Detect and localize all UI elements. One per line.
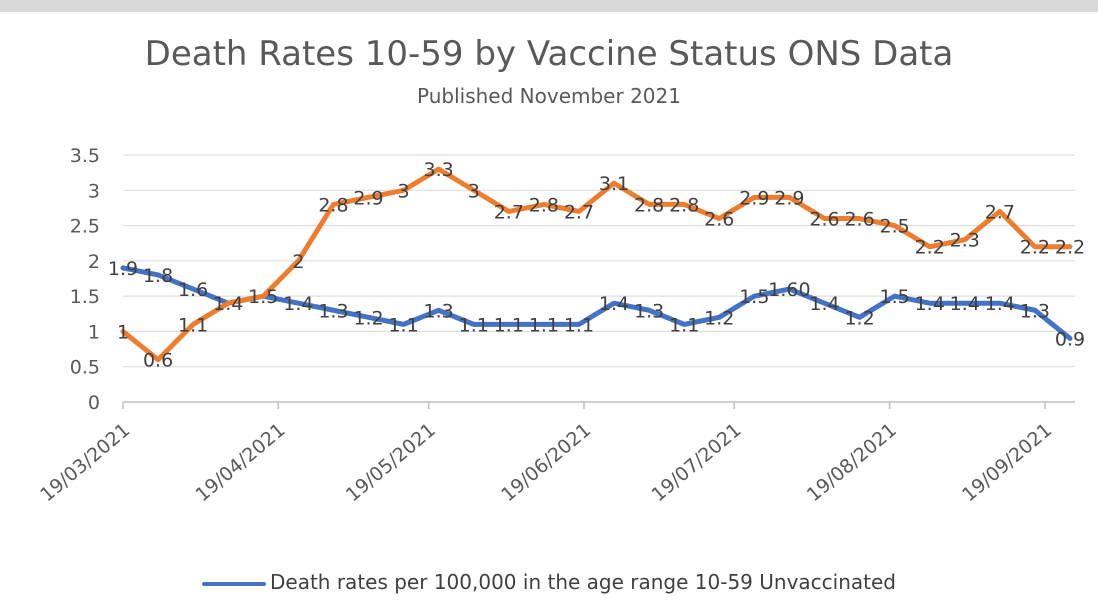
data-label: 2.6 [844,209,874,231]
x-tick-label: 19/04/2021 [192,419,290,506]
data-label: 1.1 [459,314,489,336]
data-label: 3 [398,180,410,202]
data-label: 2.7 [494,201,524,223]
legend: Death rates per 100,000 in the age range… [0,570,1098,594]
x-tick-label: 19/08/2021 [803,419,901,506]
data-label: 1.9 [108,258,138,280]
data-label: 2.9 [353,187,383,209]
data-label: 2.2 [1020,237,1050,259]
x-tick-label: 19/09/2021 [958,419,1056,506]
legend-label-unvaccinated: Death rates per 100,000 in the age range… [270,570,896,594]
data-label: 0.9 [1055,328,1085,350]
data-label: 1.4 [809,293,839,315]
series-line-orange [120,166,1073,363]
y-tick-label: 2.5 [70,216,100,238]
data-label: 1.3 [318,300,348,322]
data-label: 2.9 [774,187,804,209]
y-tick-label: 1 [88,321,100,343]
y-tick-label: 1.5 [70,286,100,308]
data-label: 2.8 [529,194,559,216]
data-label: 1.3 [634,300,664,322]
data-label: 1.6 [178,279,208,301]
data-label: 2.3 [950,230,980,252]
series-line-unvaccinated [120,265,1073,341]
data-label: 3.1 [599,173,629,195]
chart-title: Death Rates 10-59 by Vaccine Status ONS … [144,34,954,74]
x-tick-label: 19/07/2021 [647,419,745,506]
data-label: 2 [292,251,304,273]
data-label: 2.5 [880,216,910,238]
data-label: 1.1 [669,314,699,336]
data-label: 0.6 [143,350,173,372]
data-label: 3 [468,180,480,202]
y-tick-label: 3 [88,180,100,202]
top-strip [0,0,1098,12]
data-label: 1.1 [388,314,418,336]
series-lines [120,166,1073,363]
chart-subtitle: Published November 2021 [417,84,681,108]
data-label: 1.5 [880,286,910,308]
data-label: 2.6 [704,209,734,231]
data-label: 1.2 [704,307,734,329]
data-label: 1.60 [768,279,810,301]
data-label: 1.1 [564,314,594,336]
data-label: 2.2 [915,237,945,259]
y-tick-label: 3.5 [70,145,100,167]
data-label: 1.2 [353,307,383,329]
data-label: 2.9 [739,187,769,209]
data-label: 1.1 [494,314,524,336]
data-label: 2.8 [669,194,699,216]
data-label: 1.5 [248,286,278,308]
data-label: 1 [117,321,129,343]
y-tick-label: 0.5 [70,357,100,379]
data-labels: 1.9 1.81.61.4 1.5 1.4 1.3 1.2 1.11.31.1 1.1 1.1 1… [108,159,1085,372]
data-label: 2.8 [634,194,664,216]
data-label: 1.3 [424,300,454,322]
data-label: 1.4 [213,293,243,315]
legend-swatch-unvaccinated [202,581,266,586]
data-label: 1.4 [950,293,980,315]
y-tick-label: 0 [88,392,100,414]
x-tick-label: 19/05/2021 [342,419,440,506]
data-label: 3.3 [424,159,454,181]
data-label: 2.2 [1055,237,1085,259]
data-label: 1.2 [844,307,874,329]
x-tick-label: 19/06/2021 [497,419,595,506]
x-tick-label: 19/03/2021 [36,419,134,506]
data-label: 2.7 [564,201,594,223]
data-label: 2.8 [318,194,348,216]
data-label: 1.3 [1020,300,1050,322]
gridlines [123,154,1075,368]
data-label: 1.4 [915,293,945,315]
data-label: 1.8 [143,265,173,287]
data-label: 1.5 [739,286,769,308]
data-label: 1.1 [529,314,559,336]
data-label: 1.4 [283,293,313,315]
data-label: 1.1 [178,314,208,336]
data-label: 2.6 [809,209,839,231]
data-label: 1.4 [599,293,629,315]
data-label: 2.7 [985,201,1015,223]
y-tick-label: 2 [88,251,100,273]
data-label: 1.4 [985,293,1015,315]
